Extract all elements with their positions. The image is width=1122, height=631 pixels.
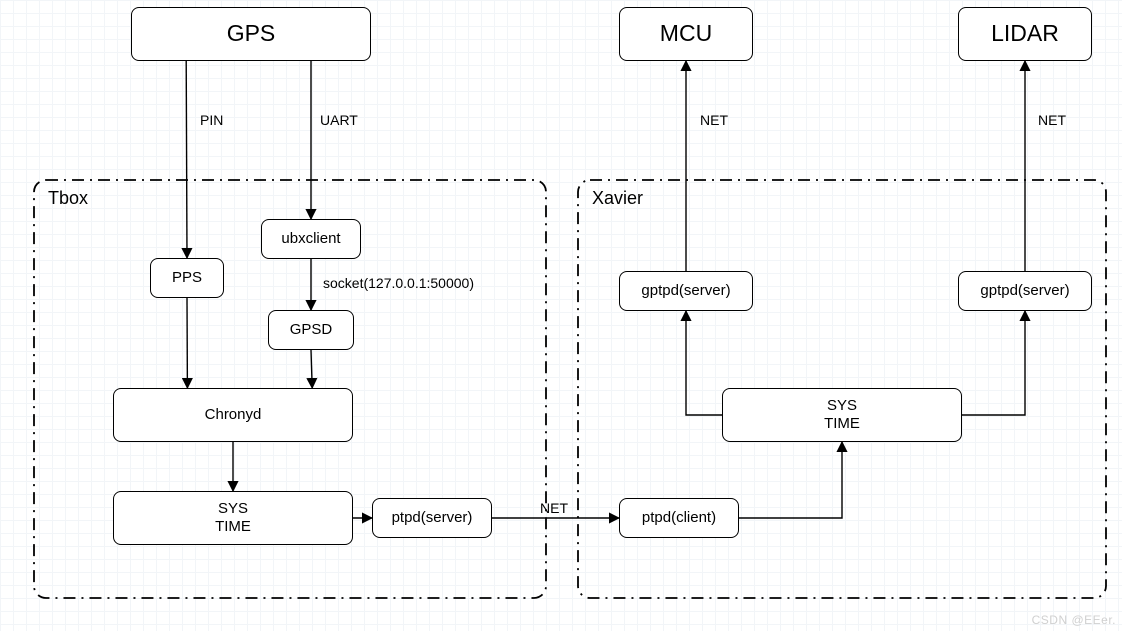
- node-label: Chronyd: [205, 406, 262, 424]
- node-label: ubxclient: [281, 230, 340, 248]
- node-label: PPS: [172, 269, 202, 287]
- node-ubxclient: ubxclient: [261, 219, 361, 259]
- node-label: ptpd(client): [642, 509, 716, 527]
- node-label: gptpd(server): [980, 282, 1069, 300]
- edge-label: NET: [1038, 112, 1066, 128]
- region-xavier-title: Xavier: [592, 188, 643, 209]
- node-label: SYS TIME: [215, 500, 251, 536]
- node-label: SYS TIME: [824, 397, 860, 433]
- node-systime-tbox: SYS TIME: [113, 491, 353, 545]
- node-systime-xavier: SYS TIME: [722, 388, 962, 442]
- edge-label: PIN: [200, 112, 223, 128]
- node-label: GPSD: [290, 321, 333, 339]
- node-chronyd: Chronyd: [113, 388, 353, 442]
- node-ptpd-client: ptpd(client): [619, 498, 739, 538]
- node-gpsd: GPSD: [268, 310, 354, 350]
- node-label: ptpd(server): [392, 509, 473, 527]
- node-gps: GPS: [131, 7, 371, 61]
- node-label: GPS: [227, 20, 276, 48]
- edge-label: NET: [700, 112, 728, 128]
- watermark: CSDN @EEer.: [1032, 613, 1116, 627]
- node-gptpd-server-1: gptpd(server): [619, 271, 753, 311]
- node-label: LIDAR: [991, 20, 1059, 48]
- edge-label: NET: [540, 500, 568, 516]
- node-ptpd-server: ptpd(server): [372, 498, 492, 538]
- edge-label: UART: [320, 112, 358, 128]
- node-label: gptpd(server): [641, 282, 730, 300]
- edge-label: socket(127.0.0.1:50000): [323, 275, 474, 291]
- node-gptpd-server-2: gptpd(server): [958, 271, 1092, 311]
- region-tbox-title: Tbox: [48, 188, 88, 209]
- node-pps: PPS: [150, 258, 224, 298]
- node-label: MCU: [660, 20, 712, 48]
- node-lidar: LIDAR: [958, 7, 1092, 61]
- node-mcu: MCU: [619, 7, 753, 61]
